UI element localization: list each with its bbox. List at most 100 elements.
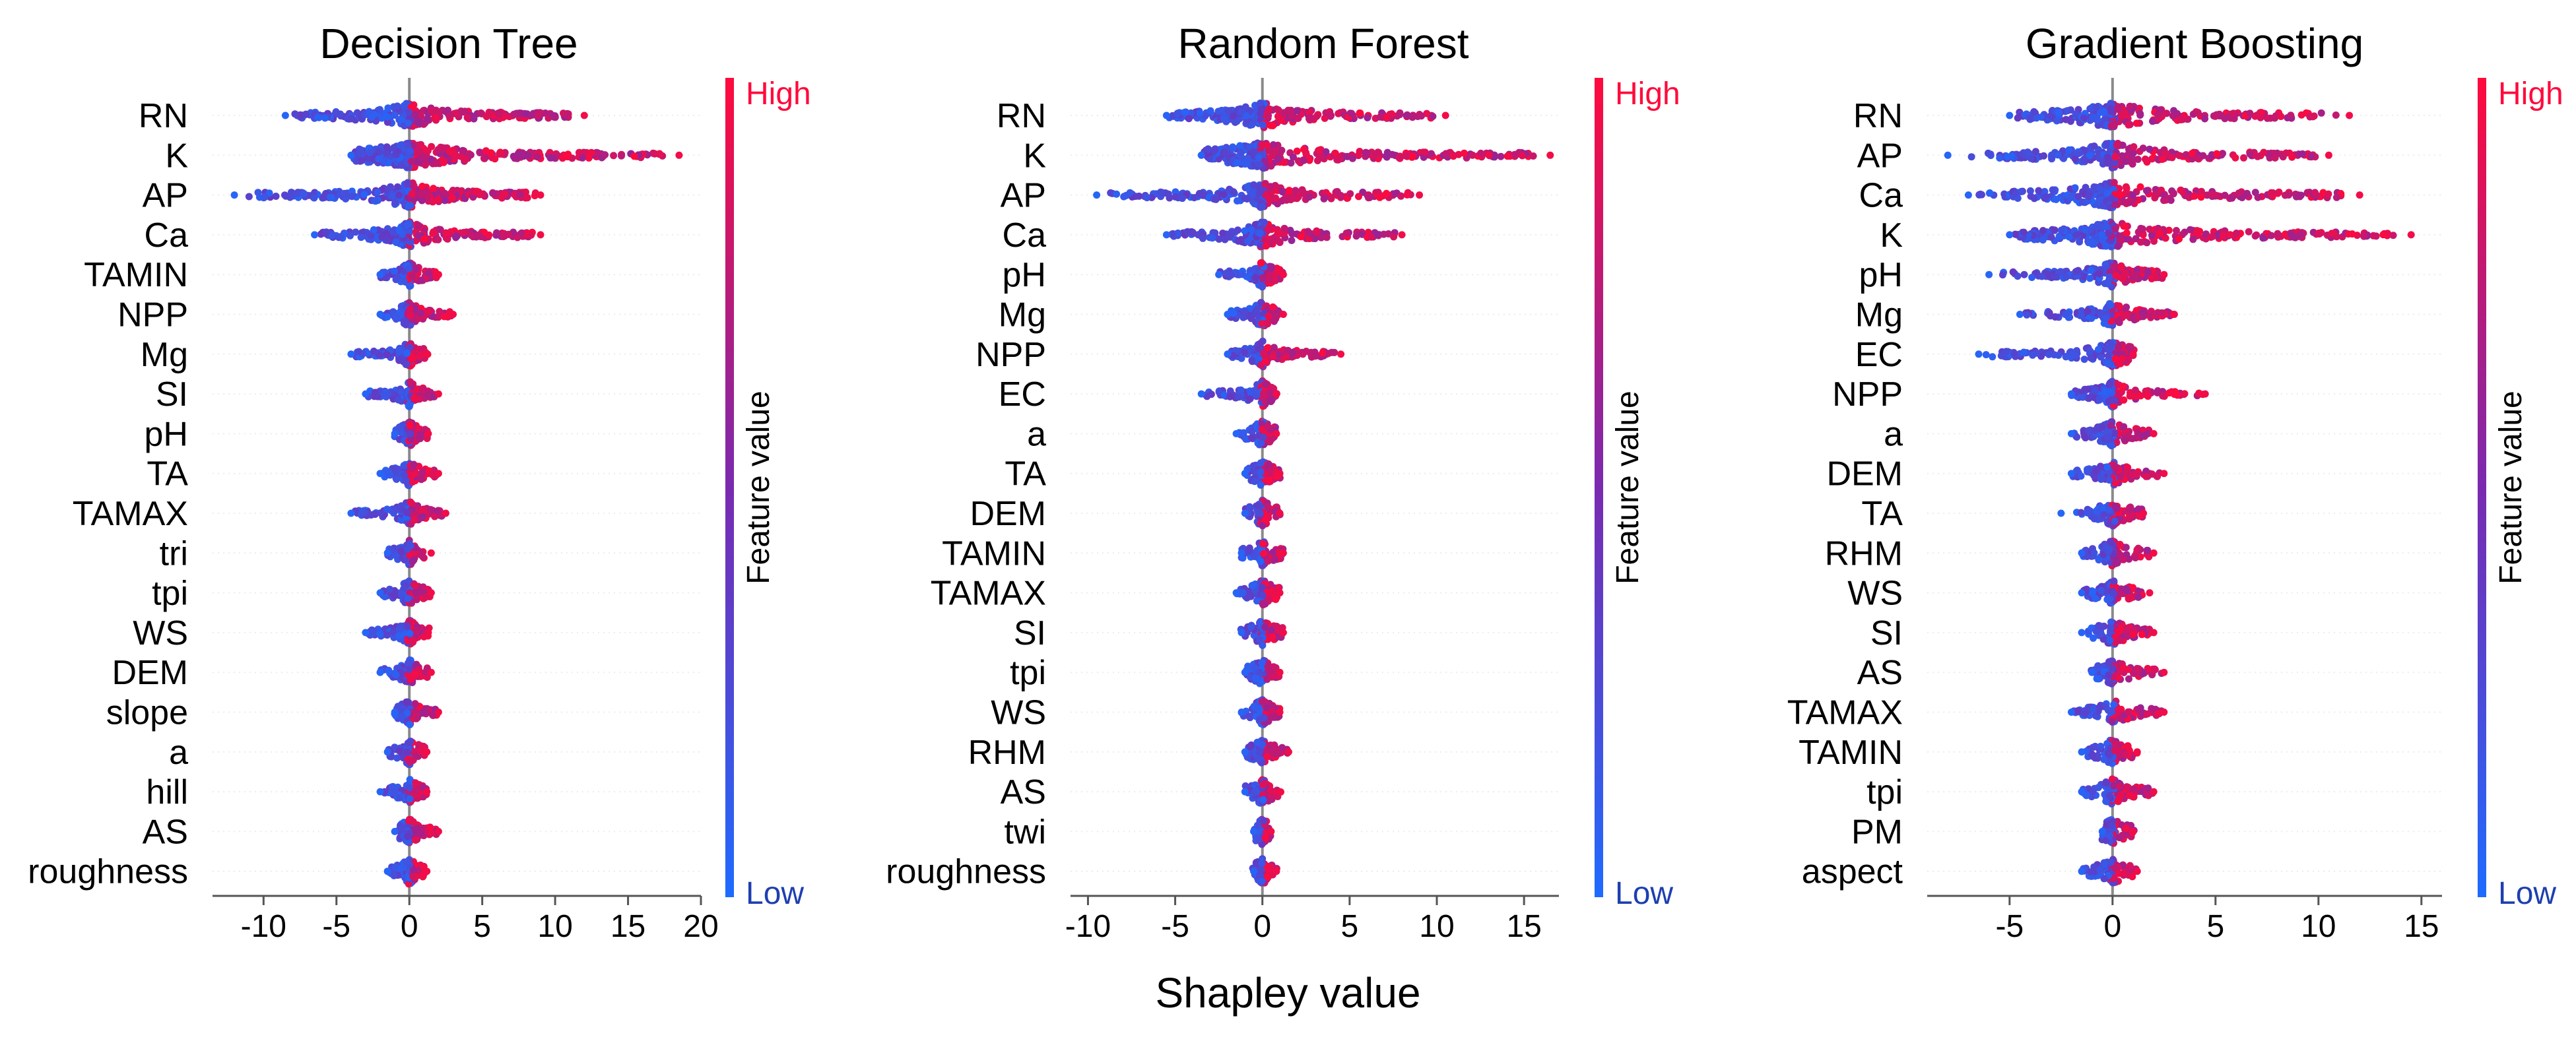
shap-point: [1256, 636, 1264, 644]
shap-point: [1249, 191, 1257, 199]
feature-label: TAMIN: [942, 534, 1046, 573]
x-tick-label: 15: [611, 909, 645, 944]
shap-point-max: [424, 629, 432, 637]
shap-point: [397, 548, 405, 555]
shap-point: [1259, 121, 1267, 129]
shap-point: [548, 154, 556, 162]
shap-point: [383, 631, 391, 639]
shap-point: [426, 823, 434, 831]
shap-point: [411, 394, 418, 402]
shap-point: [391, 111, 399, 119]
shap-point: [501, 112, 509, 120]
shap-point: [1269, 122, 1276, 129]
shap-point: [1315, 146, 1323, 154]
colorbar-title: Feature value: [741, 391, 776, 585]
shap-point: [1395, 154, 1403, 162]
shap-point: [1249, 581, 1257, 589]
shap-point: [1266, 397, 1274, 405]
feature-label: EC: [999, 375, 1046, 414]
shap-point: [393, 102, 401, 110]
shap-point: [1346, 190, 1354, 198]
shap-point: [405, 402, 413, 410]
shap-point: [1254, 502, 1262, 510]
shap-point: [533, 153, 541, 161]
swarm-AP: [230, 179, 545, 211]
shap-point: [421, 161, 429, 169]
shap-point: [355, 348, 363, 356]
shap-point: [1248, 356, 1256, 364]
shap-point: [390, 267, 398, 275]
shap-point: [407, 498, 414, 506]
shap-point: [401, 317, 409, 325]
shap-point: [412, 266, 420, 273]
shap-point: [383, 505, 391, 513]
shap-point: [560, 110, 567, 117]
shap-point: [517, 229, 525, 237]
shap-point: [403, 748, 411, 756]
shap-point: [1257, 282, 1265, 290]
x-tick-label: -10: [241, 909, 286, 944]
shap-point: [1287, 159, 1295, 167]
feature-label: WS: [133, 614, 188, 652]
shap-point: [1409, 152, 1417, 160]
shap-point: [452, 234, 460, 241]
shap-point: [1271, 555, 1279, 563]
shap-point: [1519, 152, 1526, 160]
shap-point: [406, 721, 414, 728]
shap-point: [424, 193, 432, 201]
shap-point: [400, 277, 408, 285]
shap-point: [393, 150, 401, 158]
shap-point: [579, 154, 587, 162]
shap-point: [376, 630, 383, 638]
swarm-TAMAX: [1232, 577, 1284, 609]
shap-point: [514, 150, 522, 158]
shap-point-max: [1272, 390, 1280, 398]
shap-point: [510, 110, 518, 118]
shap-point: [293, 189, 301, 197]
shap-point: [1274, 156, 1282, 163]
shap-point: [440, 158, 447, 166]
shap-point: [587, 148, 595, 156]
shap-point: [1274, 228, 1282, 236]
shap-point: [524, 152, 532, 159]
shap-point: [398, 115, 406, 123]
swarm-NPP: [376, 299, 457, 329]
shap-point: [406, 421, 414, 429]
x-tick-label: 0: [401, 909, 418, 944]
shap-point: [411, 516, 418, 524]
shap-point: [534, 112, 542, 120]
shap-point: [467, 232, 475, 239]
shap-point: [406, 344, 414, 352]
shap-point: [1278, 188, 1286, 196]
shap-point: [414, 222, 422, 230]
shap-point: [1294, 114, 1302, 122]
shap-point: [405, 815, 413, 823]
swarm-TAMAX: [347, 498, 449, 528]
shap-point: [1304, 228, 1312, 236]
shap-point: [444, 106, 451, 114]
shap-point-max: [424, 429, 432, 437]
shap-point: [1320, 195, 1328, 203]
shap-point-min: [1241, 470, 1249, 478]
feature-label: Ca: [145, 216, 189, 255]
feature-label: slope: [106, 694, 188, 732]
x-tick-label: 10: [537, 909, 572, 944]
shap-point-min: [1197, 151, 1205, 159]
shap-point: [411, 671, 418, 679]
shap-point: [1258, 259, 1265, 267]
feature-label: K: [1023, 137, 1046, 175]
shap-point: [347, 232, 354, 239]
shap-point: [1196, 109, 1204, 117]
shap-point: [391, 199, 399, 206]
shap-point: [431, 513, 439, 521]
shap-point: [399, 825, 407, 832]
feature-label: hill: [146, 773, 188, 811]
shap-point-max: [434, 270, 442, 278]
shap-point: [1342, 230, 1350, 237]
shap-point: [254, 189, 262, 197]
shap-point: [1376, 193, 1383, 201]
shap-point: [1249, 148, 1257, 156]
shap-point-min: [347, 509, 355, 517]
feature-label: Ca: [1003, 216, 1047, 255]
shap-point: [416, 191, 424, 199]
